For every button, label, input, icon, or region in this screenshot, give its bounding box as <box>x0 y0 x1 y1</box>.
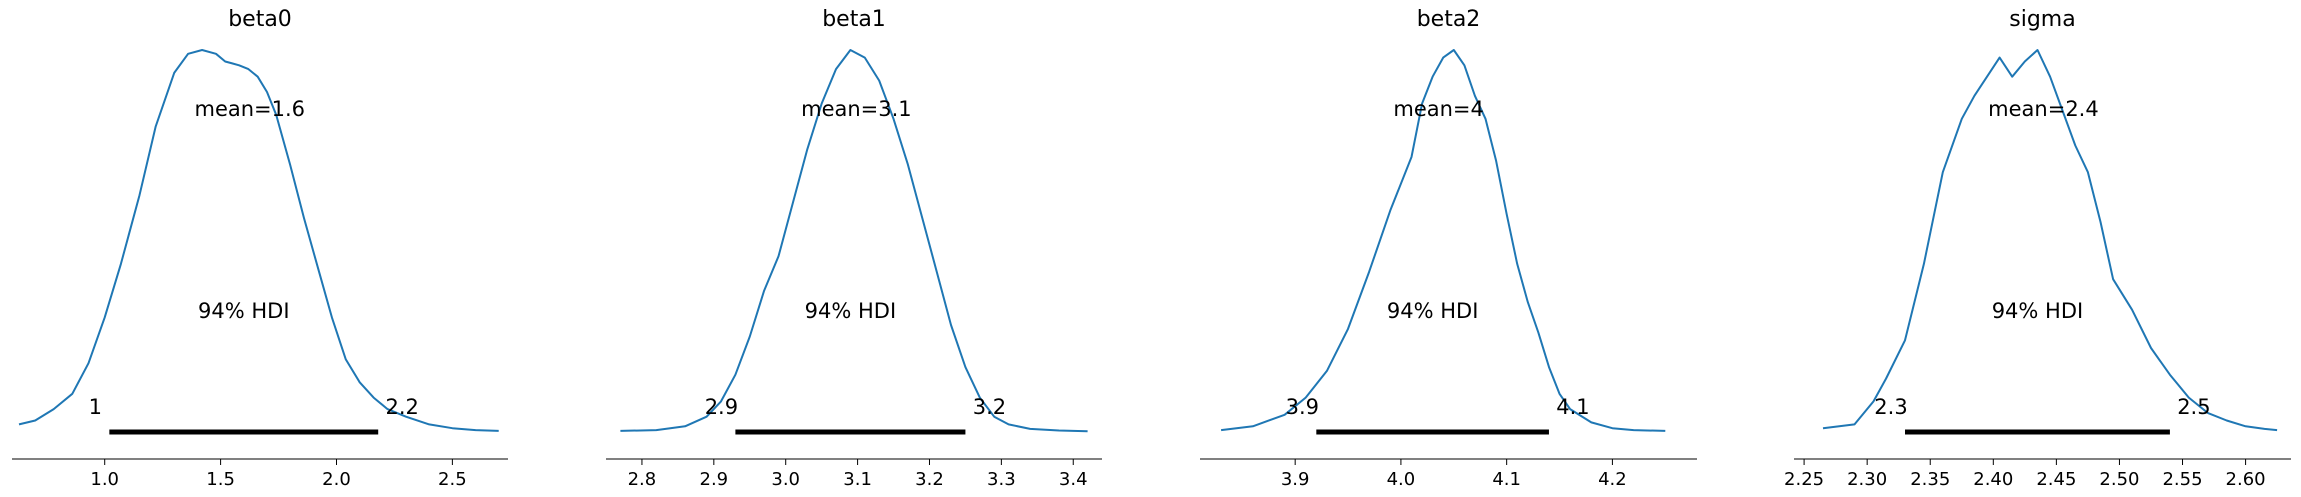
panel-3: sigma 2.25 2.30 2.35 2.40 2.45 2.50 2.55 2.60 2.3… <box>1784 7 2291 490</box>
hdi-text: 94% HDI <box>1992 299 2084 323</box>
x-tick-label: 2.60 <box>2226 469 2266 490</box>
x-tick-label: 3.9 <box>1281 469 1310 490</box>
x-tick-label: 3.4 <box>1059 469 1088 490</box>
x-tick-label: 2.8 <box>628 469 657 490</box>
density-curve <box>620 49 1088 433</box>
x-tick-label: 4.0 <box>1387 469 1416 490</box>
hdi-upper-label: 2.5 <box>2177 395 2210 419</box>
x-tick-label: 2.35 <box>1910 469 1950 490</box>
hdi-text: 94% HDI <box>805 299 897 323</box>
panel-title: beta1 <box>822 7 886 32</box>
x-tick-label: 3.3 <box>987 469 1016 490</box>
panel-1: beta1 2.8 2.9 3.0 3.1 3.2 3.3 3.4 2.9 3.2 94% HDI m… <box>606 7 1102 490</box>
mean-label: mean=2.4 <box>1988 97 2099 121</box>
mean-label: mean=3.1 <box>801 97 912 121</box>
density-curve <box>1220 49 1666 432</box>
panel-2: beta2 3.9 4.0 4.1 4.2 3.9 4.1 94% HDI mean=4 <box>1200 7 1697 490</box>
x-tick-label: 2.0 <box>322 469 351 490</box>
x-tick-label: 4.1 <box>1492 469 1521 490</box>
x-tick-label: 3.1 <box>843 469 872 490</box>
hdi-lower-label: 1 <box>89 395 102 419</box>
x-tick-label: 2.25 <box>1784 469 1824 490</box>
x-tick-label: 4.2 <box>1598 469 1627 490</box>
x-tick-label: 2.9 <box>700 469 729 490</box>
x-tick-label: 2.40 <box>1973 469 2013 490</box>
hdi-text: 94% HDI <box>1387 299 1479 323</box>
panel-0: beta0 1.0 1.5 2.0 2.5 1 2.2 94% HDI mean=1.6 <box>12 7 508 490</box>
x-tick-label: 2.5 <box>438 469 467 490</box>
mean-label: mean=1.6 <box>194 97 305 121</box>
mean-label: mean=4 <box>1393 97 1484 121</box>
hdi-upper-label: 2.2 <box>386 395 419 419</box>
hdi-lower-label: 3.9 <box>1286 395 1319 419</box>
x-tick-label: 2.50 <box>2099 469 2139 490</box>
density-curve <box>1822 49 2278 432</box>
x-tick-label: 2.55 <box>2162 469 2202 490</box>
x-tick-label: 1.0 <box>90 469 119 490</box>
x-tick-label: 2.45 <box>2036 469 2076 490</box>
hdi-lower-label: 2.3 <box>1874 395 1907 419</box>
hdi-upper-label: 4.1 <box>1556 395 1589 419</box>
panel-title: beta0 <box>228 7 292 32</box>
hdi-lower-label: 2.9 <box>705 395 738 419</box>
hdi-text: 94% HDI <box>198 299 290 323</box>
x-tick-label: 3.2 <box>915 469 944 490</box>
panel-title: sigma <box>2009 7 2075 32</box>
panel-title: beta2 <box>1417 7 1481 32</box>
x-tick-label: 3.0 <box>771 469 800 490</box>
x-tick-label: 2.30 <box>1847 469 1887 490</box>
density-curve <box>18 49 499 432</box>
hdi-upper-label: 3.2 <box>973 395 1006 419</box>
x-tick-label: 1.5 <box>206 469 235 490</box>
